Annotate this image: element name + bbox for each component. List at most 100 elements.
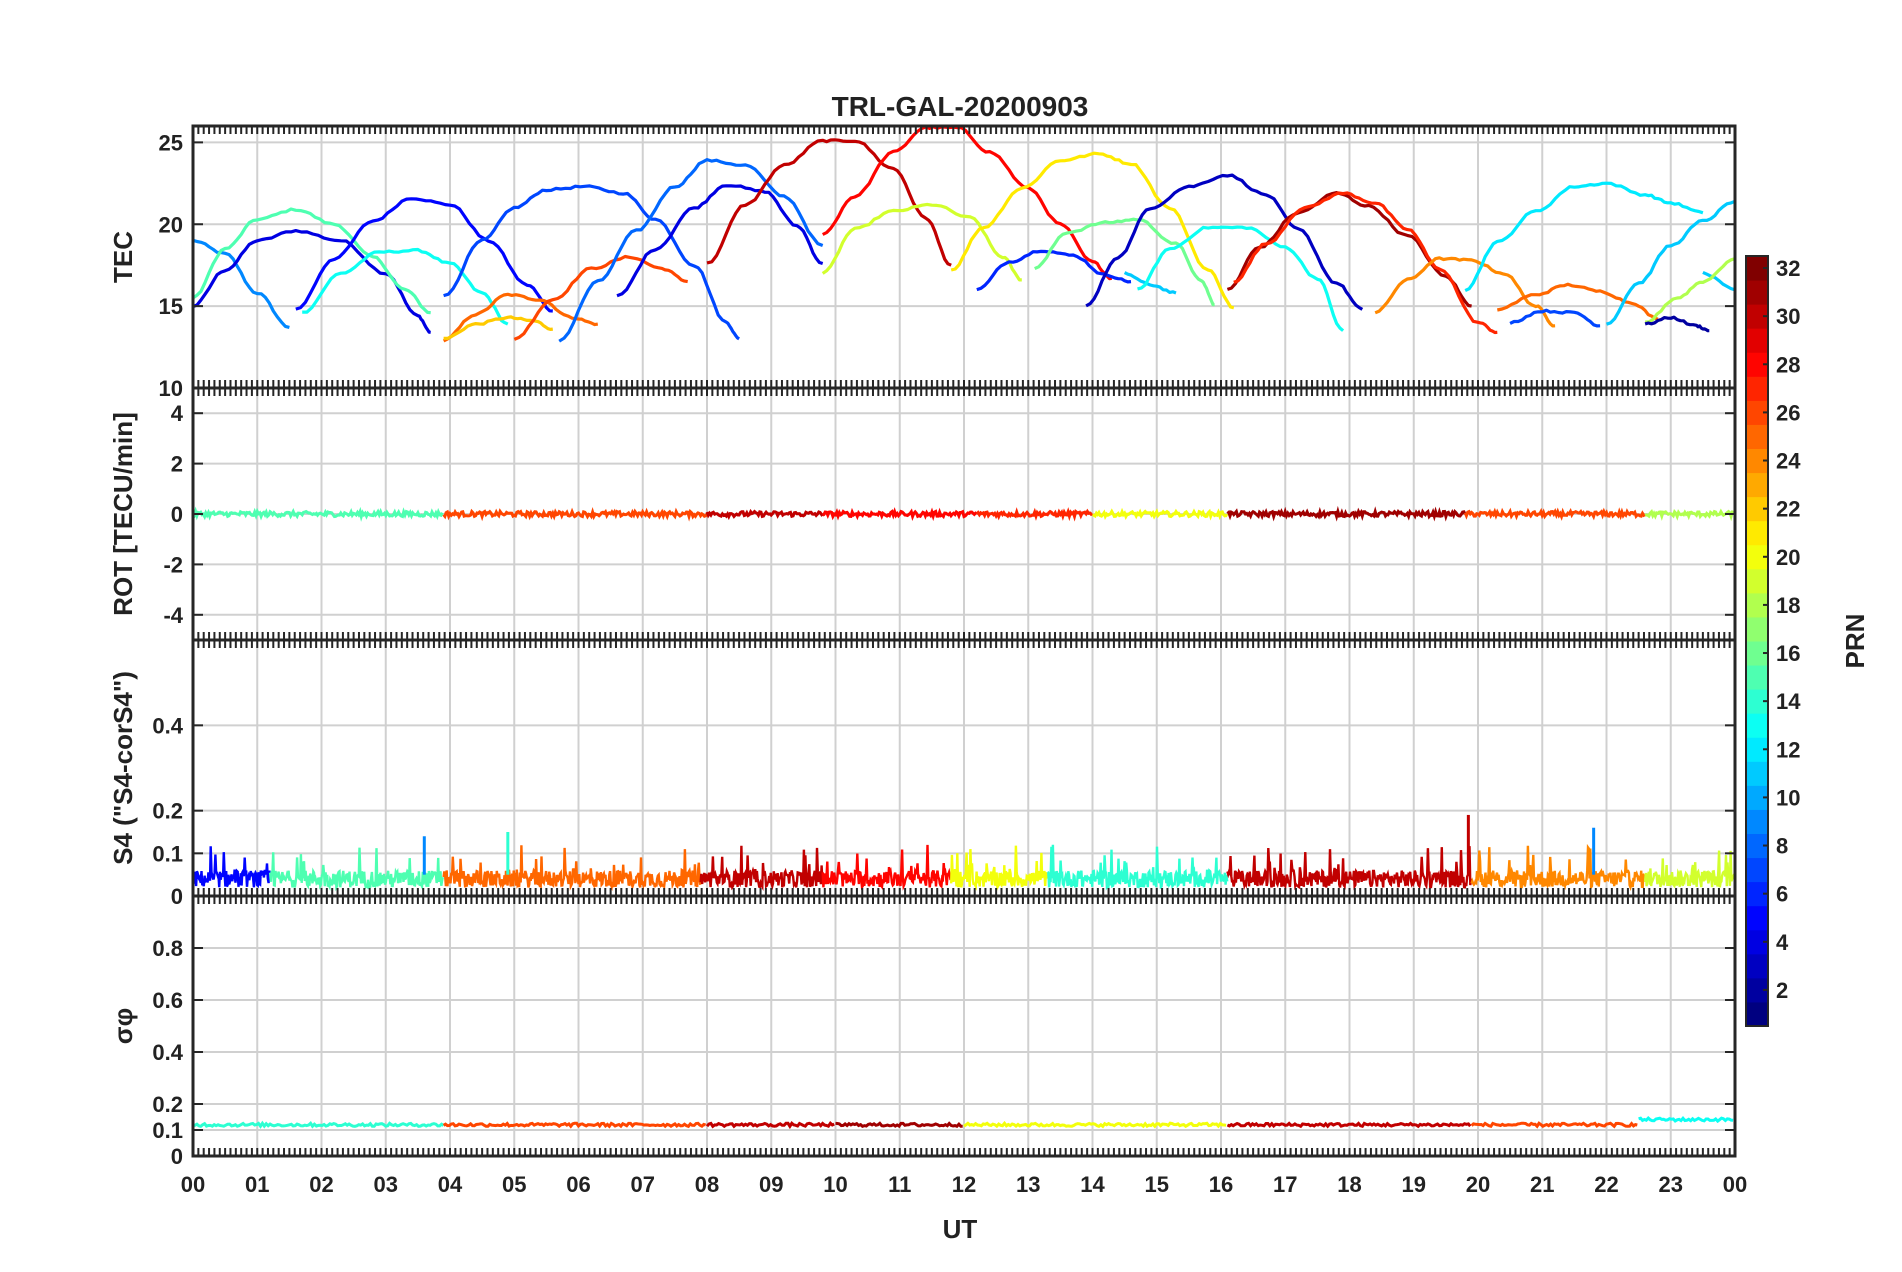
tec-y-tick-label: 25 [159, 130, 183, 155]
tec-arc-prn-13 [1137, 225, 1345, 332]
colorbar-cell [1746, 713, 1768, 738]
tec-arc-prn-28 [821, 125, 1112, 281]
sigma-y-tick-label: 0.8 [152, 936, 183, 961]
colorbar-cell [1746, 568, 1768, 594]
x-tick-label: 10 [823, 1172, 847, 1197]
colorbar-tick-label: 10 [1776, 785, 1800, 810]
x-tick-label: 00 [181, 1172, 205, 1197]
tec-y-axis-label: TEC [108, 231, 138, 283]
x-tick-label: 17 [1273, 1172, 1297, 1197]
tec-arc-prn-11 [1123, 271, 1177, 295]
tec-arc-prn-8 [558, 158, 824, 343]
x-tick-label: 08 [695, 1172, 719, 1197]
tec-arc-prn-5 [295, 197, 553, 313]
tec-arc-prn-26 [513, 254, 688, 341]
x-tick-label: 14 [1080, 1172, 1105, 1197]
rot-series-prn-15 [191, 506, 444, 522]
colorbar-tick-label: 18 [1776, 593, 1800, 618]
colorbar-cell [1746, 448, 1768, 474]
sigma-y-axis-label: σφ [108, 1008, 138, 1044]
x-tick-label: 01 [245, 1172, 269, 1197]
tec-arc-prn-7 [1509, 308, 1601, 328]
colorbar-cell [1746, 977, 1768, 1003]
sigma-frame [191, 894, 1737, 1158]
s4-series-prn-30 [699, 845, 824, 891]
colorbar-tick-label: 22 [1776, 497, 1800, 522]
x-tick-label: 06 [566, 1172, 590, 1197]
x-axis-label: UT [943, 1214, 978, 1244]
x-tick-label: 09 [759, 1172, 783, 1197]
tec-arc-prn-4 [192, 229, 431, 334]
rot-y-tick-label: 0 [171, 502, 183, 527]
x-tick-label: 22 [1594, 1172, 1618, 1197]
colorbar-cell [1746, 616, 1768, 642]
sigma-y-tick-label: 0.1 [152, 1118, 183, 1143]
x-tick-label: 03 [374, 1172, 398, 1197]
x-tick-label: 18 [1337, 1172, 1361, 1197]
s4-y-tick-label: 0 [171, 884, 183, 909]
rot-series-prn-30 [705, 508, 824, 521]
colorbar-cell [1746, 641, 1768, 666]
colorbar-cell [1746, 761, 1768, 786]
colorbar-cell [1746, 304, 1768, 329]
colorbar-cell [1746, 520, 1768, 546]
rot-y-tick-label: -2 [163, 552, 183, 577]
rot-series-prn-26 [1463, 507, 1646, 521]
rot-series-prn-28 [822, 507, 978, 522]
rot-y-tick-label: 4 [171, 401, 184, 426]
colorbar-cell [1746, 328, 1768, 353]
s4-y-tick-label: 0.2 [152, 799, 183, 824]
s4-series-prn-25 [442, 845, 702, 892]
colorbar-tick-label: 14 [1776, 689, 1801, 714]
sigma-series [192, 1116, 1734, 1130]
sigma-series-prn-14 [192, 1120, 445, 1129]
x-tick-label: 00 [1723, 1172, 1747, 1197]
colorbar-tick-label: 8 [1776, 834, 1788, 859]
colorbar-cell [1746, 592, 1768, 618]
tec-arc-prn-4 [616, 184, 824, 298]
colorbar-cell [1746, 857, 1768, 883]
sigma-series-prn-31 [835, 1121, 963, 1129]
sigma-series-prn-30 [705, 1121, 835, 1130]
tec-arc-prn-11 [1702, 270, 1736, 292]
panel-tec: 10 15 20 25 TEC [108, 124, 1737, 401]
tec-arc-prn-16 [1034, 217, 1215, 307]
colorbar-cell [1746, 665, 1768, 690]
colorbar-cell [1746, 737, 1768, 762]
x-tick-label: 23 [1659, 1172, 1683, 1197]
tec-arc-prn-15 [192, 207, 431, 315]
tec-arc-prn-6 [976, 249, 1132, 292]
rot-series-prn-31 [1226, 505, 1467, 522]
tec-y-tick-label: 20 [159, 212, 183, 237]
tec-arc-prn-22 [443, 315, 553, 340]
tec-arc-prn-19 [821, 202, 1022, 282]
x-tick-label: 20 [1466, 1172, 1490, 1197]
tec-arc-prn-13 [302, 247, 509, 326]
tec-arc-prn-9 [192, 238, 290, 329]
colorbar-tick-label: 20 [1776, 545, 1800, 570]
sigma-series-prn-20 [963, 1120, 1227, 1129]
colorbar-tick-label: 6 [1776, 882, 1788, 907]
s4-y-axis-label: S4 ("S4-corS4") [108, 671, 138, 865]
tec-arc-prn-25 [1496, 282, 1659, 321]
colorbar-cell [1746, 544, 1768, 570]
sigma-series-prn-30 [1226, 1121, 1472, 1129]
sigma-y-tick-label: 0.4 [152, 1040, 183, 1065]
s4-series-prn-20 [950, 845, 1048, 892]
x-tick-label: 07 [631, 1172, 655, 1197]
rot-y-tick-label: -4 [163, 603, 183, 628]
x-tick-label: 15 [1145, 1172, 1169, 1197]
rot-series-prn-27 [975, 507, 1094, 522]
colorbar-cell [1746, 280, 1768, 305]
colorbar-cell [1746, 785, 1768, 810]
tec-arc-prn-18 [1645, 257, 1736, 324]
colorbar-tick-label: 32 [1776, 256, 1800, 281]
tec-arc-prn-12 [1464, 181, 1704, 293]
colorbar-tick-label: 12 [1776, 737, 1800, 762]
colorbar-label: PRN [1840, 614, 1870, 669]
x-tick-label: 02 [309, 1172, 333, 1197]
x-tick-label: 05 [502, 1172, 526, 1197]
colorbar-tick-label: 24 [1776, 449, 1801, 474]
